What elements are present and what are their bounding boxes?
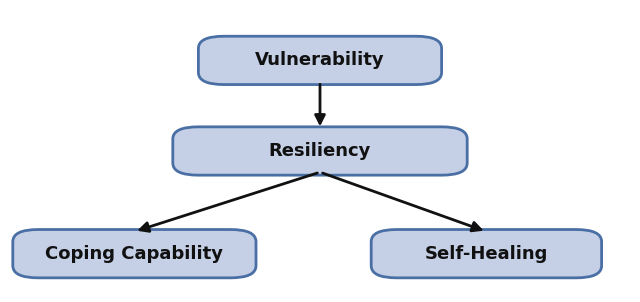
Text: Coping Capability: Coping Capability xyxy=(45,245,223,263)
Text: Vulnerability: Vulnerability xyxy=(255,51,385,69)
Text: Self-Healing: Self-Healing xyxy=(425,245,548,263)
FancyBboxPatch shape xyxy=(198,36,442,85)
Text: Resiliency: Resiliency xyxy=(269,142,371,160)
FancyBboxPatch shape xyxy=(173,127,467,175)
FancyBboxPatch shape xyxy=(13,230,256,278)
FancyBboxPatch shape xyxy=(371,230,602,278)
